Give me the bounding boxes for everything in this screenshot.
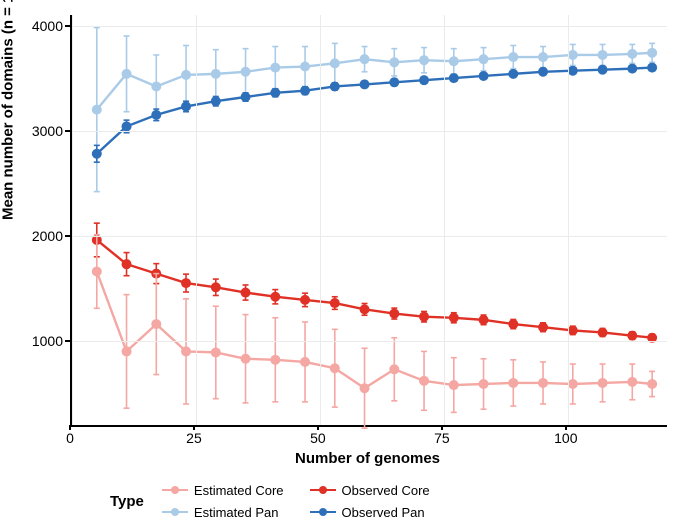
legend-title: Type <box>110 493 144 510</box>
chart-container: Mean number of domains (n = 100) Number … <box>0 0 685 523</box>
y-tick-label: 4000 <box>23 18 63 34</box>
legend: Type Estimated CoreObserved CoreEstimate… <box>110 480 430 522</box>
gridline-h <box>72 236 667 237</box>
y-tick <box>65 25 70 27</box>
x-tick-label: 100 <box>546 430 586 446</box>
gridline-h <box>72 341 667 342</box>
legend-swatch <box>162 483 188 497</box>
gridline-v <box>568 15 569 425</box>
legend-swatch <box>310 483 336 497</box>
x-axis-title: Number of genomes <box>70 450 665 467</box>
legend-item: Observed Pan <box>310 505 430 520</box>
y-tick-label: 1000 <box>23 333 63 349</box>
plot-area <box>70 15 667 427</box>
legend-swatch <box>310 505 336 519</box>
gridline-v <box>72 15 73 425</box>
legend-item: Estimated Pan <box>162 505 284 520</box>
x-tick-label: 75 <box>422 430 462 446</box>
y-tick <box>65 340 70 342</box>
legend-swatch <box>162 505 188 519</box>
y-tick-label: 2000 <box>23 228 63 244</box>
y-tick-label: 3000 <box>23 123 63 139</box>
y-tick <box>65 235 70 237</box>
legend-label: Observed Pan <box>342 505 425 520</box>
legend-item: Estimated Core <box>162 483 284 498</box>
gridline-h <box>72 26 667 27</box>
gridline-v <box>196 15 197 425</box>
legend-item: Observed Core <box>310 483 430 498</box>
x-tick-label: 25 <box>174 430 214 446</box>
legend-label: Observed Core <box>342 483 430 498</box>
y-tick <box>65 130 70 132</box>
x-tick-label: 0 <box>50 430 90 446</box>
x-tick-label: 50 <box>298 430 338 446</box>
chart-svg <box>72 15 667 425</box>
legend-label: Estimated Pan <box>194 505 279 520</box>
gridline-v <box>444 15 445 425</box>
gridline-v <box>320 15 321 425</box>
y-axis-title: Mean number of domains (n = 100) <box>0 0 17 220</box>
gridline-h <box>72 131 667 132</box>
legend-grid: Estimated Core Observed Core Estimated Pan… <box>162 480 430 522</box>
legend-label: Estimated Core <box>194 483 284 498</box>
